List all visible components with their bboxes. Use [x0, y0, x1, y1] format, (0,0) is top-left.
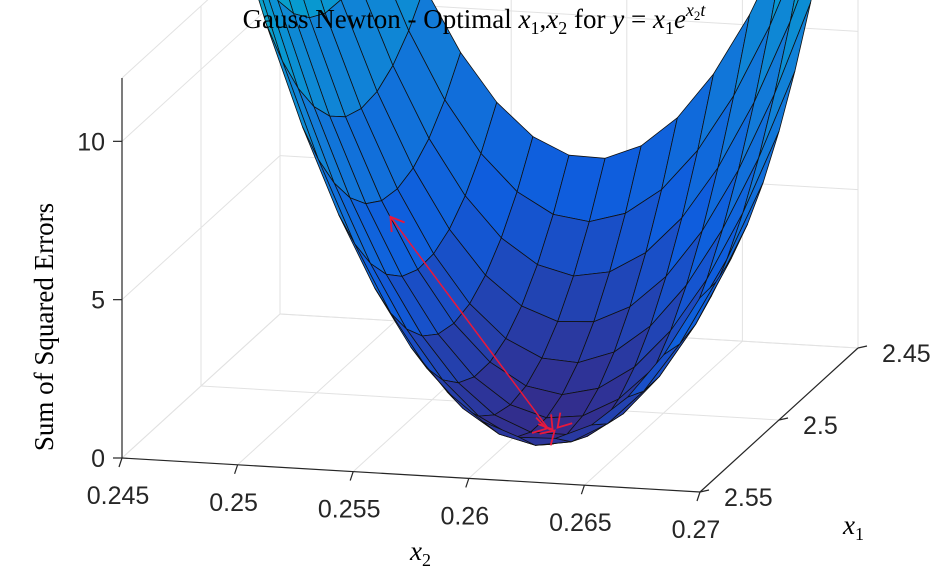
y-tick-label: 2.55 — [724, 484, 773, 512]
x-tick-mark — [119, 458, 122, 467]
title-eq-exp-x: x — [685, 0, 694, 20]
z-tick-label: 5 — [91, 287, 105, 315]
z-tick-label: 0 — [91, 445, 105, 473]
title-var-sub2: 2 — [558, 18, 567, 38]
surface-mesh — [122, 0, 858, 445]
x-tick-label: 0.25 — [209, 489, 258, 517]
title-eq-equals: = — [624, 4, 653, 34]
x-tick-label: 0.26 — [440, 502, 489, 530]
x-tick-mark — [350, 472, 353, 481]
y-tick-mark — [858, 346, 867, 348]
x-tick-label: 0.27 — [672, 516, 721, 544]
z-tick-label: 10 — [77, 128, 105, 156]
x-axis-label-sub: 2 — [422, 550, 431, 570]
title-eq-sub1: 1 — [665, 18, 674, 38]
title-eq-x: x — [652, 4, 665, 34]
title-var-sub1: 1 — [531, 18, 540, 38]
title-eq-exp-t: t — [700, 0, 706, 20]
y-axis-label-sub: 1 — [855, 524, 864, 544]
x-tick-label: 0.245 — [87, 482, 150, 510]
x-tick-mark — [466, 478, 469, 487]
x-axis-label: x2 — [409, 536, 431, 570]
x-axis-line — [122, 458, 700, 492]
z-axis-label: Sum of Squared Errors — [29, 203, 59, 451]
title-for: for — [567, 4, 612, 34]
x-axis-label-base: x — [409, 536, 422, 566]
chart-title: Gauss Newton - Optimal x1,x2 for y = x1e… — [243, 0, 707, 38]
title-eq-e: e — [674, 4, 686, 34]
x-tick-label: 0.265 — [549, 509, 612, 537]
y-tick-label: 2.5 — [803, 412, 838, 440]
x-tick-mark — [235, 465, 238, 474]
y-axis-label-base: x — [842, 510, 855, 540]
title-var-x2: x — [545, 4, 558, 34]
title-comma: , — [540, 4, 547, 34]
title-eq-y: y — [609, 4, 624, 34]
y-tick-label: 2.45 — [882, 340, 931, 368]
x-tick-mark — [697, 492, 700, 501]
x-tick-label: 0.255 — [318, 496, 381, 524]
x-tick-mark — [581, 485, 584, 494]
y-axis-label: x1 — [842, 510, 864, 544]
title-prefix: Gauss Newton - Optimal — [243, 4, 519, 34]
title-var-x: x — [518, 4, 531, 34]
